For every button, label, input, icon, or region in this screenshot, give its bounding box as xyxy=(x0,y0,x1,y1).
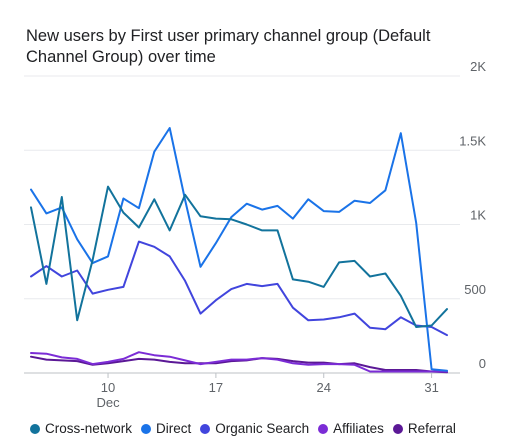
x-tick-label: 17 xyxy=(209,380,223,395)
series-line-cross-network xyxy=(30,185,448,328)
series-line-referral xyxy=(30,355,448,374)
chart-legend: Cross-network Direct Organic Search Affilia… xyxy=(30,421,510,436)
y-tick-label: 1.5K xyxy=(459,133,486,148)
legend-item-affiliates[interactable]: Affiliates xyxy=(318,421,384,436)
y-axis-ticks: 2K 1.5K 1K 500 0 xyxy=(459,59,486,371)
grid-lines xyxy=(24,75,460,374)
legend-label: Direct xyxy=(156,421,192,436)
legend-item-referral[interactable]: Referral xyxy=(392,421,456,436)
y-tick-label: 2K xyxy=(470,59,486,74)
y-tick-label: 0 xyxy=(479,356,486,371)
series-line-direct xyxy=(30,127,448,372)
legend-item-organic-search[interactable]: Organic Search xyxy=(200,421,309,436)
legend-label: Organic Search xyxy=(215,421,310,436)
x-tick-label: 31 xyxy=(424,380,438,395)
legend-label: Referral xyxy=(407,421,456,436)
y-tick-label: 1K xyxy=(470,208,486,223)
legend-swatch-icon xyxy=(318,423,329,434)
chart-title: New users by First user primary channel … xyxy=(26,27,431,66)
legend-swatch-icon xyxy=(392,423,403,434)
series-lines xyxy=(30,127,448,374)
x-tick-label: 10 xyxy=(101,380,115,395)
legend-label: Cross-network xyxy=(45,421,133,436)
legend-item-cross-network[interactable]: Cross-network xyxy=(30,421,132,436)
x-tick-sublabel: Dec xyxy=(96,395,120,410)
legend-swatch-icon xyxy=(200,423,211,434)
legend-label: Affiliates xyxy=(333,421,384,436)
legend-item-direct[interactable]: Direct xyxy=(141,421,191,436)
y-tick-label: 500 xyxy=(464,282,486,297)
series-line-affiliates xyxy=(30,351,448,373)
x-tick-label: 24 xyxy=(317,380,331,395)
series-line-organic-search xyxy=(30,240,448,337)
legend-swatch-icon xyxy=(30,423,40,434)
legend-swatch-icon xyxy=(141,423,152,434)
